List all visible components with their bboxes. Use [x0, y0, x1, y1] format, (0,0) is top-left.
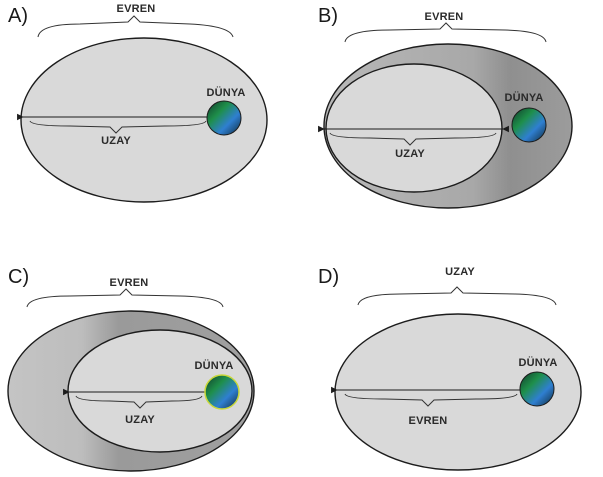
option-letter: D): [318, 266, 339, 288]
evren-brace: [37, 15, 234, 38]
panel-a: A) EVREN UZAY DÜNYA: [8, 3, 268, 203]
inner-ellipse: [325, 63, 503, 193]
uzay-top-brace: [357, 286, 557, 306]
uzay-brace: [75, 395, 203, 409]
earth-icon: [511, 107, 547, 143]
uzay-brace: [29, 120, 207, 134]
planet-label: DÜNYA: [518, 356, 557, 369]
inner-label: UZAY: [101, 135, 131, 147]
earth-icon: [206, 100, 242, 136]
evren-brace: [26, 288, 224, 308]
panel-c: C) EVREN UZAY DÜNYA: [7, 266, 255, 472]
planet-label: DÜNYA: [206, 86, 245, 99]
planet-label: DÜNYA: [504, 91, 543, 104]
top-label: EVREN: [425, 11, 464, 23]
panel-b: B) EVREN UZAY DÜNYA: [318, 5, 573, 209]
option-letter: C): [8, 266, 29, 288]
option-letter: A): [8, 5, 28, 27]
uzay-brace: [329, 132, 497, 146]
inner-label: UZAY: [125, 414, 155, 426]
evren-brace: [344, 393, 518, 407]
earth-icon: [519, 371, 555, 407]
inner-label: UZAY: [395, 148, 425, 160]
evren-brace: [344, 22, 547, 43]
inner-label: EVREN: [409, 415, 448, 427]
top-label: EVREN: [110, 277, 149, 289]
option-letter: B): [318, 5, 338, 27]
panel-d: D) UZAY EVREN DÜNYA: [318, 266, 582, 471]
planet-label: DÜNYA: [194, 359, 233, 372]
top-label: EVREN: [117, 3, 156, 15]
earth-icon: [204, 374, 240, 410]
top-label: UZAY: [445, 266, 475, 278]
